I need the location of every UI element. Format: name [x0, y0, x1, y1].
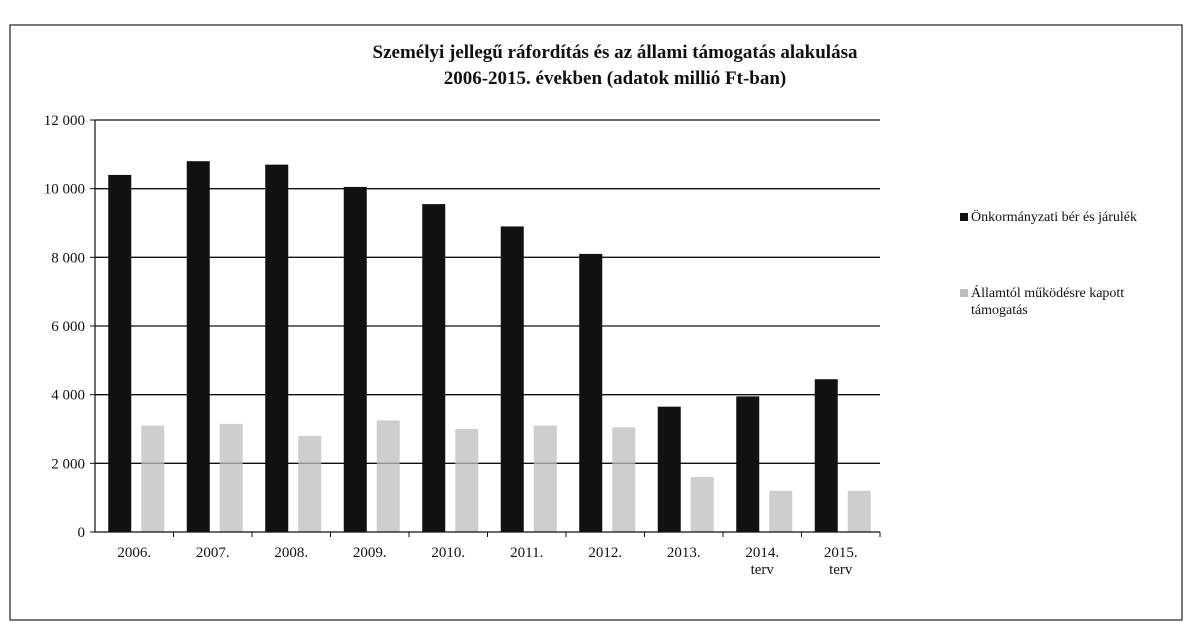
legend-swatch-series-2 — [960, 289, 968, 297]
x-tick-label: 2014. — [745, 545, 779, 561]
bar-series-2 — [219, 423, 243, 532]
x-tick-label: 2015. — [824, 545, 858, 561]
bars — [108, 161, 871, 532]
bar-series-1 — [343, 186, 367, 532]
y-tick-label: 10 000 — [44, 182, 85, 198]
bar-series-1 — [500, 226, 524, 532]
y-tick-label: 2 000 — [51, 456, 85, 472]
bar-series-2 — [533, 425, 557, 532]
bar-series-1 — [108, 174, 132, 532]
bar-series-2 — [298, 435, 322, 532]
bar-series-1 — [736, 396, 760, 532]
y-tick-label: 4 000 — [51, 388, 85, 404]
bar-series-1 — [186, 161, 210, 532]
bar-series-1 — [814, 379, 838, 532]
bar-series-1 — [422, 204, 446, 532]
x-tick-label: terv — [829, 562, 853, 578]
x-tick-label: 2011. — [510, 545, 543, 561]
legend: Önkormányzati bér és járulék Államtól mű… — [960, 208, 1137, 318]
bar-series-2 — [847, 490, 871, 532]
chart-frame — [9, 24, 1183, 621]
x-tick-label: 2008. — [274, 545, 308, 561]
x-axis: 2006. 2007. 2008. 2009. 2010. 2011. 2012. 2013.… — [95, 531, 881, 578]
bar-series-2 — [690, 477, 714, 532]
x-tick-label: 2006. — [117, 545, 151, 561]
y-tick-label: 6 000 — [51, 319, 85, 335]
bar-series-2 — [376, 420, 400, 532]
bar-series-2 — [455, 429, 479, 532]
x-tick-label: 2010. — [431, 545, 465, 561]
legend-swatch-series-1 — [960, 213, 968, 221]
legend-label-series-2-line-2: támogatás — [971, 303, 1028, 318]
y-tick-label: 0 — [78, 525, 86, 541]
bar-series-1 — [579, 253, 603, 532]
chart-title-line-2: 2006-2015. években (adatok millió Ft-ban… — [444, 68, 787, 89]
legend-label-series-1: Önkormányzati bér és járulék — [971, 208, 1137, 225]
y-axis: 0 2 000 4 000 6 000 8 000 10 000 12 000 — [44, 113, 96, 541]
x-tick-label: 2013. — [667, 545, 701, 561]
x-tick-label: 2012. — [588, 545, 622, 561]
x-tick-label: 2009. — [353, 545, 387, 561]
x-tick-label: terv — [751, 562, 775, 578]
legend-label-series-2-line-1: Államtól működésre kapott — [971, 284, 1124, 301]
y-tick-label: 8 000 — [51, 250, 85, 266]
bar-series-2 — [612, 427, 636, 532]
y-tick-label: 12 000 — [44, 113, 85, 129]
bar-series-1 — [265, 164, 289, 532]
chart-title-line-1: Személyi jellegű ráfordítás és az állami… — [373, 42, 858, 63]
legend-label-series-2: Államtól működésre kapott támogatás — [971, 284, 1128, 318]
bar-series-1 — [657, 406, 681, 532]
bar-series-2 — [769, 490, 793, 532]
gridlines — [95, 119, 880, 464]
bar-series-2 — [141, 425, 165, 532]
x-tick-label: 2007. — [196, 545, 230, 561]
